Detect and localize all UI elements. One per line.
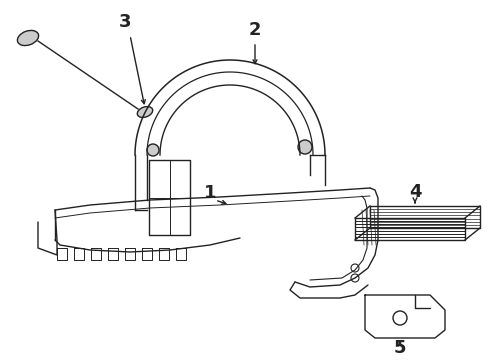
Ellipse shape — [137, 107, 153, 117]
Text: 1: 1 — [204, 184, 216, 202]
Text: 5: 5 — [394, 339, 406, 357]
Circle shape — [298, 140, 312, 154]
Text: 3: 3 — [119, 13, 131, 31]
Circle shape — [147, 144, 159, 156]
Text: 4: 4 — [409, 183, 421, 201]
Ellipse shape — [17, 31, 39, 46]
Text: 2: 2 — [249, 21, 261, 39]
